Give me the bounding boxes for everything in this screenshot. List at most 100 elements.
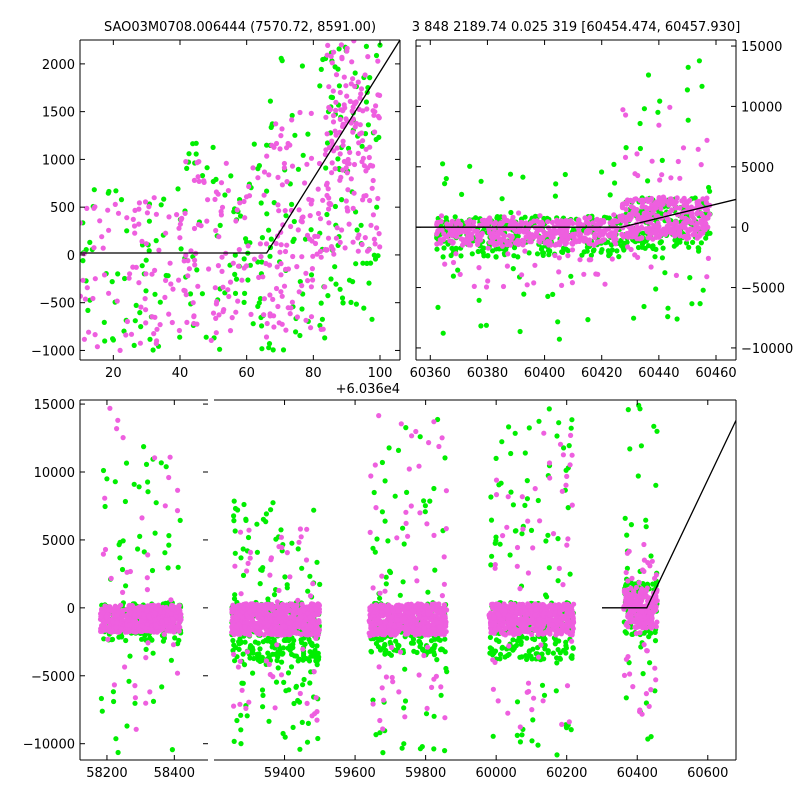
- data-point: [652, 201, 658, 207]
- data-point: [241, 501, 247, 508]
- data-point: [355, 79, 361, 85]
- data-point: [500, 283, 507, 290]
- y-tick-label: 500: [50, 201, 75, 216]
- data-point: [514, 638, 521, 644]
- data-point: [243, 194, 250, 200]
- data-point: [707, 188, 713, 194]
- data-point: [313, 630, 319, 636]
- data-point: [130, 264, 136, 270]
- data-point: [377, 244, 383, 250]
- data-point: [177, 221, 183, 227]
- data-point: [80, 258, 86, 264]
- data-point: [132, 700, 138, 706]
- data-point: [191, 320, 197, 327]
- data-point: [263, 519, 269, 525]
- data-point: [242, 215, 248, 221]
- data-point: [571, 234, 577, 240]
- data-point: [539, 682, 546, 688]
- data-point: [599, 247, 605, 253]
- data-point: [645, 243, 652, 249]
- data-point: [538, 226, 544, 233]
- data-point: [332, 64, 338, 70]
- data-point: [499, 644, 506, 651]
- data-point: [271, 144, 277, 150]
- data-point: [395, 447, 402, 453]
- data-point: [187, 291, 194, 297]
- data-point: [622, 515, 628, 521]
- data-point: [250, 321, 256, 327]
- data-point: [270, 500, 276, 506]
- data-point: [393, 638, 399, 644]
- data-point: [239, 277, 245, 283]
- data-point: [620, 245, 626, 251]
- data-point: [152, 610, 158, 616]
- data-point: [106, 625, 112, 631]
- data-point: [144, 575, 150, 581]
- data-point: [675, 158, 681, 165]
- data-point: [562, 171, 568, 178]
- data-point: [170, 642, 177, 648]
- data-point: [556, 336, 563, 342]
- data-point: [163, 464, 169, 470]
- data-point: [121, 328, 127, 334]
- data-point: [172, 635, 178, 641]
- x-tick-label: 60380: [467, 366, 508, 381]
- data-point: [623, 219, 629, 225]
- data-point: [654, 428, 660, 434]
- data-point: [294, 603, 300, 609]
- data-point: [238, 591, 244, 597]
- data-point: [141, 549, 147, 555]
- data-point: [327, 200, 333, 207]
- data-point: [646, 634, 652, 640]
- data-point: [326, 84, 332, 90]
- data-point: [517, 229, 523, 235]
- data-point: [455, 267, 461, 273]
- data-point: [316, 160, 323, 167]
- data-point: [329, 60, 335, 66]
- data-point: [81, 251, 87, 257]
- data-point: [556, 269, 562, 275]
- data-point: [293, 653, 300, 659]
- data-point: [210, 310, 217, 316]
- data-point: [704, 274, 710, 280]
- data-point: [277, 249, 283, 255]
- data-point: [280, 615, 287, 621]
- data-point: [156, 247, 162, 253]
- data-point: [309, 607, 315, 613]
- data-point: [301, 621, 307, 627]
- data-point: [361, 163, 367, 169]
- data-point: [324, 247, 330, 253]
- data-point: [280, 347, 287, 353]
- data-point: [119, 566, 126, 573]
- data-point: [665, 217, 671, 223]
- data-point: [348, 81, 354, 87]
- data-point: [263, 658, 269, 664]
- data-point: [517, 654, 523, 660]
- data-point: [273, 679, 280, 685]
- data-point: [126, 678, 132, 684]
- data-point: [210, 178, 216, 185]
- data-point: [308, 110, 314, 116]
- data-point: [431, 485, 437, 492]
- data-point: [297, 690, 303, 697]
- data-point: [170, 616, 176, 622]
- data-point: [243, 236, 249, 242]
- data-point: [323, 165, 329, 171]
- data-point: [296, 289, 302, 295]
- data-point: [257, 646, 263, 652]
- data-point: [395, 643, 401, 650]
- data-point: [143, 257, 149, 263]
- data-point: [481, 253, 487, 259]
- data-point: [233, 276, 240, 282]
- data-point: [629, 631, 636, 638]
- data-point: [281, 679, 287, 686]
- data-point: [295, 597, 301, 604]
- data-point: [565, 253, 571, 259]
- data-point: [442, 636, 448, 642]
- data-point: [368, 649, 375, 655]
- data-point: [615, 218, 621, 224]
- data-point: [374, 204, 380, 210]
- data-point: [614, 248, 620, 254]
- data-point: [569, 280, 576, 286]
- data-point: [364, 106, 370, 112]
